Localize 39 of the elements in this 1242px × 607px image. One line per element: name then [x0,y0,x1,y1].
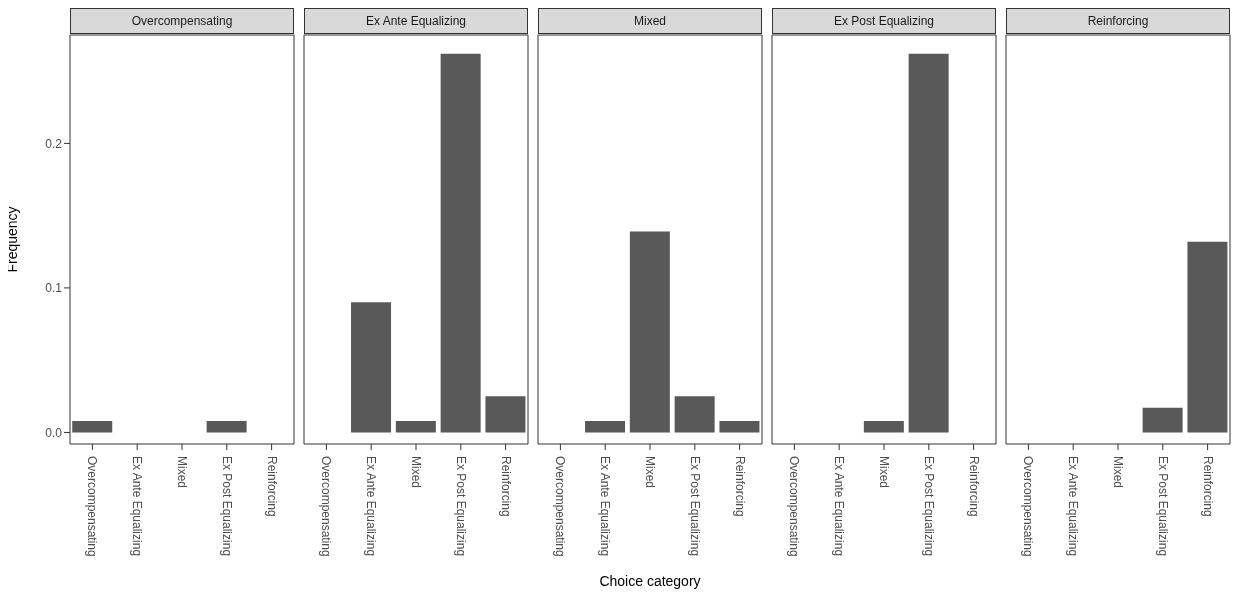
y-tick-label: 0.1 [45,281,63,296]
x-tick-label: Reinforcing [1200,456,1215,517]
x-tick-label: Ex Ante Equalizing [364,456,379,557]
x-tick-label: Overcompensating [1021,456,1036,557]
chart-title: Ex Post Equalizing [772,8,996,34]
y-tick-label: 0.0 [45,425,63,440]
chart-title: Reinforcing [1006,8,1230,34]
x-tick-label: Mixed [1111,456,1125,489]
x-tick-label: Ex Post Equalizing [219,456,234,557]
x-tick-label: Mixed [877,456,891,489]
x-tick-label: Reinforcing [966,456,981,517]
x-tick-label: Overcompensating [85,456,100,557]
x-axis-title: Choice category [599,573,701,589]
x-tick-label: Reinforcing [498,456,513,517]
x-tick-label: Ex Post Equalizing [1155,456,1170,557]
x-tick-label: Overcompensating [787,456,802,557]
bar [395,420,436,433]
bar [485,396,526,433]
x-tick-label: Ex Ante Equalizing [130,456,145,557]
chart-title: Ex Ante Equalizing [304,8,528,34]
x-tick-label: Ex Ante Equalizing [832,456,847,557]
x-tick-label: Ex Post Equalizing [921,456,936,557]
bar [440,53,481,433]
x-tick-label: Ex Ante Equalizing [598,456,613,557]
x-tick-label: Ex Post Equalizing [453,456,468,557]
x-tick-label: Mixed [175,456,189,489]
x-tick-label: Ex Post Equalizing [687,456,702,557]
x-tick-label: Mixed [409,456,423,489]
x-tick-label: Reinforcing [732,456,747,517]
x-tick-label: Mixed [643,456,657,489]
x-tick-label: Reinforcing [264,456,279,517]
y-axis-title: Frequency [3,206,20,273]
chart-title: Overcompensating [70,8,294,34]
x-tick-label: Overcompensating [319,456,334,557]
bar [351,302,392,433]
y-tick-label: 0.2 [45,136,63,151]
x-tick-label: Ex Ante Equalizing [1066,456,1081,557]
x-tick-label: Overcompensating [553,456,568,557]
chart-title: Mixed [538,8,762,34]
